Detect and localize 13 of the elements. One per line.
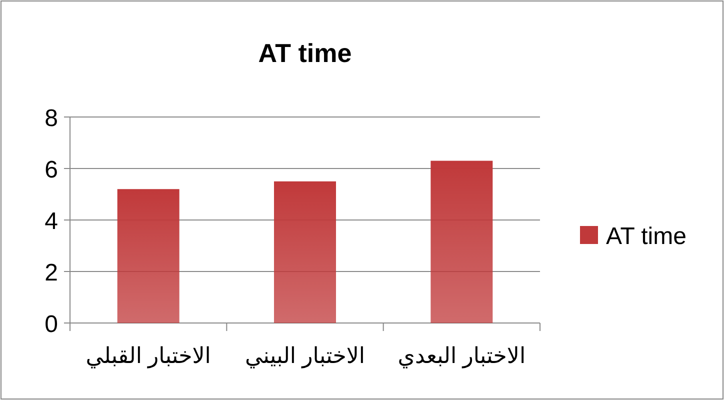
x-tick-label: الاختبار القبلي <box>86 343 211 369</box>
y-tick-label: 8 <box>44 105 58 132</box>
y-tick-label: 2 <box>44 260 58 286</box>
y-tick-label: 4 <box>44 208 58 235</box>
x-tick-label: الاختبار البيني <box>244 343 366 369</box>
x-tick-label: الاختبار البعدي <box>398 343 526 369</box>
legend-label: AT time <box>606 223 686 250</box>
y-tick-label: 6 <box>44 156 58 184</box>
bar <box>274 181 336 323</box>
bar <box>117 189 180 323</box>
chart-title: AT time <box>258 38 352 68</box>
y-tick-label: 0 <box>44 311 58 338</box>
bar <box>430 160 493 323</box>
